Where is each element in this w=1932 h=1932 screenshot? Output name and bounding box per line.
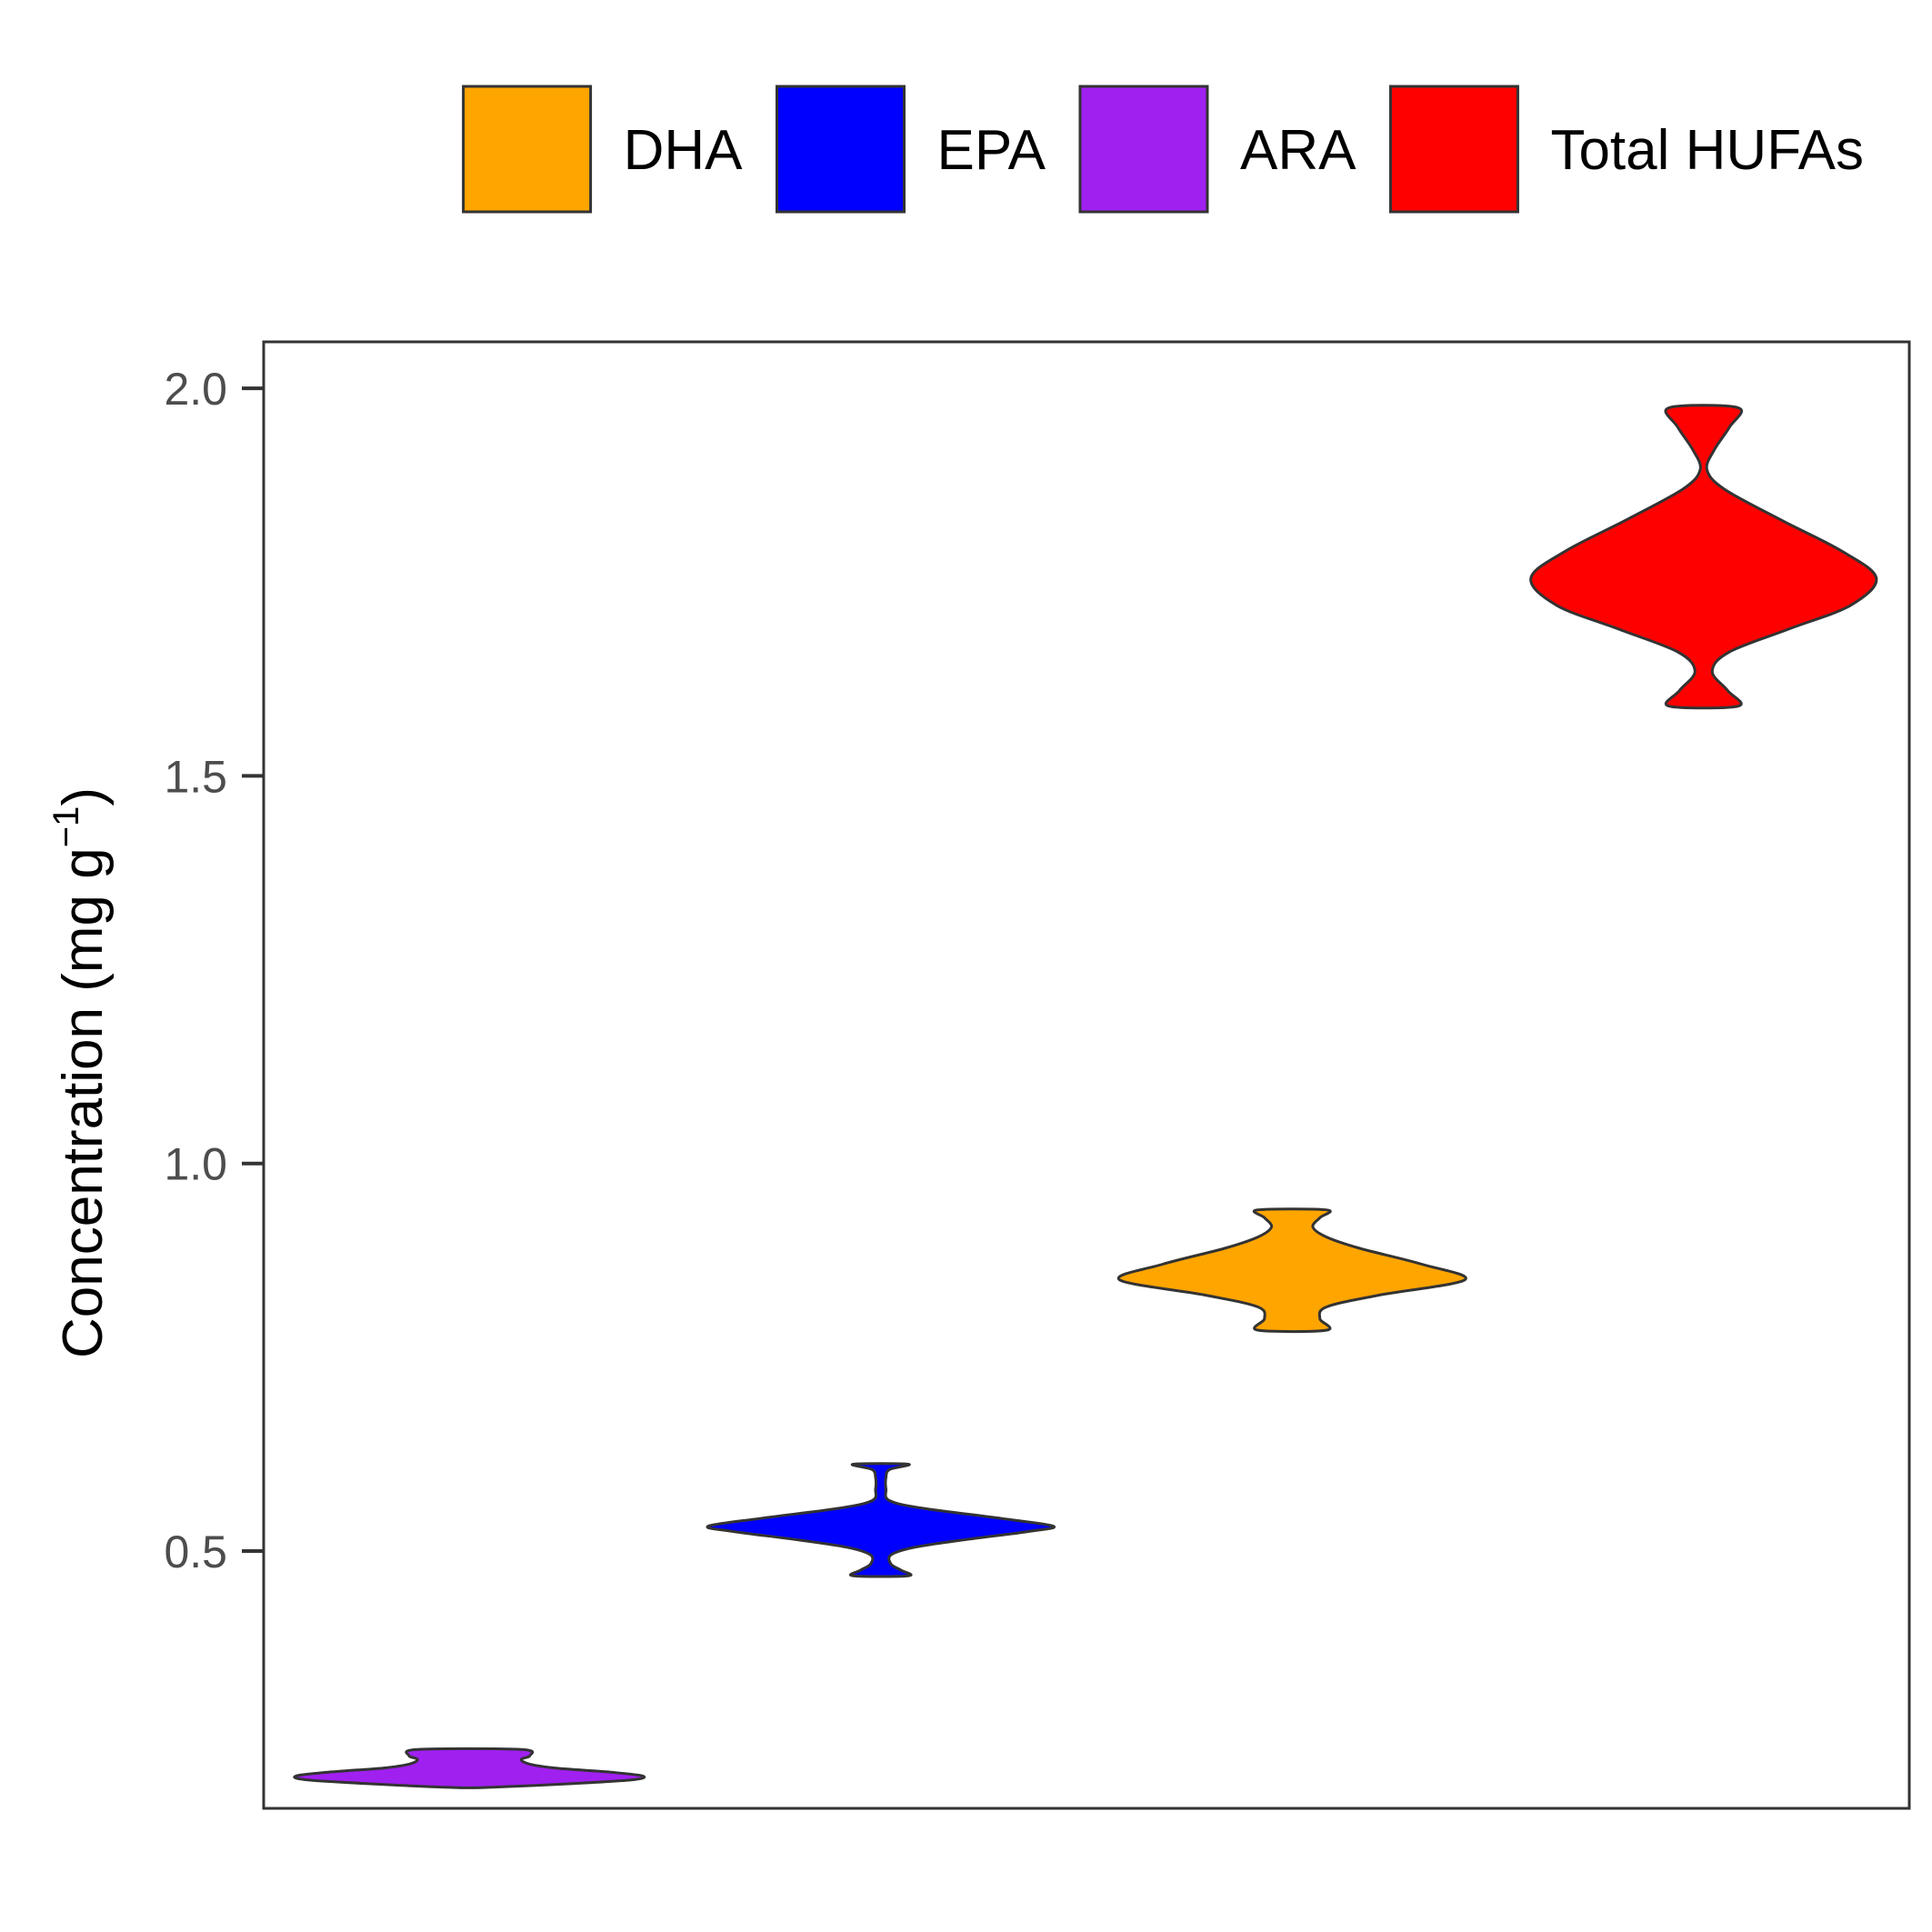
violin-dha [1116,1207,1467,1334]
legend-key-ara [1078,85,1209,214]
violin-epa [706,1462,1056,1578]
legend-label-ara: ARA [1240,119,1356,182]
y-axis-title-main: Concentration (mg g [52,847,115,1358]
y-tick-label: 2.0 [164,364,227,415]
legend-key-total-hufas [1388,85,1519,214]
y-tick-label: 1.5 [164,751,227,802]
y-tick-label: 1.0 [164,1139,227,1190]
y-axis-title: Concentration (mg g−1) [46,787,115,1358]
legend-label-epa: EPA [937,119,1046,182]
y-axis-title-superscript: −1 [46,806,86,848]
violin-total-hufas [1529,404,1878,710]
legend: DHA EPA ARA Total HUFAs [462,85,1864,214]
legend-key-epa [776,85,906,214]
legend-label-total-hufas: Total HUFAs [1550,119,1864,182]
legend-label-dha: DHA [624,119,744,182]
violins [293,404,1878,1790]
y-axis-title-close: ) [52,787,115,806]
y-axis: 0.5 1.0 1.5 2.0 [164,364,264,1577]
y-tick-label: 0.5 [164,1527,227,1577]
legend-key-dha [462,85,593,214]
violin-ara [293,1747,646,1790]
